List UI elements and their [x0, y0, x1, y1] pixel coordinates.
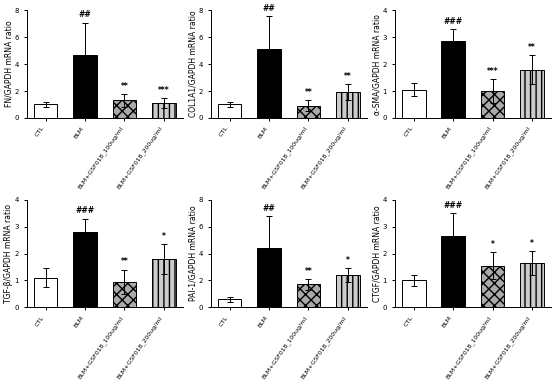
Y-axis label: TGF-β/GAPDH mRNA ratio: TGF-β/GAPDH mRNA ratio: [4, 204, 13, 303]
Bar: [113, 282, 136, 307]
Text: ###: ###: [443, 201, 463, 210]
Y-axis label: CTGF/GAPDH mRNA ratio: CTGF/GAPDH mRNA ratio: [372, 205, 381, 302]
Text: ##: ##: [263, 3, 275, 13]
Bar: [218, 299, 241, 307]
Text: **: **: [120, 258, 128, 266]
Y-axis label: α-SMA/GAPDH mRNA ratio: α-SMA/GAPDH mRNA ratio: [372, 14, 381, 114]
Text: ***: ***: [487, 67, 498, 76]
Text: *: *: [346, 256, 350, 265]
Text: ###: ###: [443, 17, 463, 26]
Bar: [402, 90, 426, 118]
Bar: [113, 101, 136, 118]
Bar: [73, 55, 97, 118]
Text: **: **: [120, 81, 128, 91]
Bar: [34, 278, 57, 307]
Bar: [520, 70, 544, 118]
Bar: [34, 104, 57, 118]
Y-axis label: PAI-1/GAPDH mRNA ratio: PAI-1/GAPDH mRNA ratio: [188, 206, 197, 301]
Bar: [481, 91, 504, 118]
Bar: [152, 103, 175, 118]
Bar: [402, 280, 426, 307]
Bar: [296, 285, 320, 307]
Text: **: **: [305, 267, 312, 276]
Text: **: **: [528, 43, 536, 51]
Bar: [258, 248, 281, 307]
Text: **: **: [344, 72, 352, 81]
Y-axis label: COL1A1/GAPDH mRNA ratio: COL1A1/GAPDH mRNA ratio: [188, 11, 197, 118]
Text: *: *: [162, 232, 166, 241]
Text: *: *: [491, 240, 495, 249]
Text: ###: ###: [75, 207, 94, 215]
Text: ##: ##: [79, 10, 92, 19]
Bar: [481, 266, 504, 307]
Bar: [258, 50, 281, 118]
Bar: [441, 236, 465, 307]
Bar: [336, 93, 360, 118]
Bar: [441, 41, 465, 118]
Bar: [336, 275, 360, 307]
Text: **: **: [305, 88, 312, 97]
Bar: [520, 263, 544, 307]
Bar: [73, 232, 97, 307]
Bar: [296, 106, 320, 118]
Bar: [218, 104, 241, 118]
Text: ***: ***: [158, 86, 170, 94]
Y-axis label: FN/GAPDH mRNA ratio: FN/GAPDH mRNA ratio: [4, 21, 13, 108]
Text: ##: ##: [263, 204, 275, 213]
Bar: [152, 259, 175, 307]
Text: *: *: [530, 239, 534, 248]
